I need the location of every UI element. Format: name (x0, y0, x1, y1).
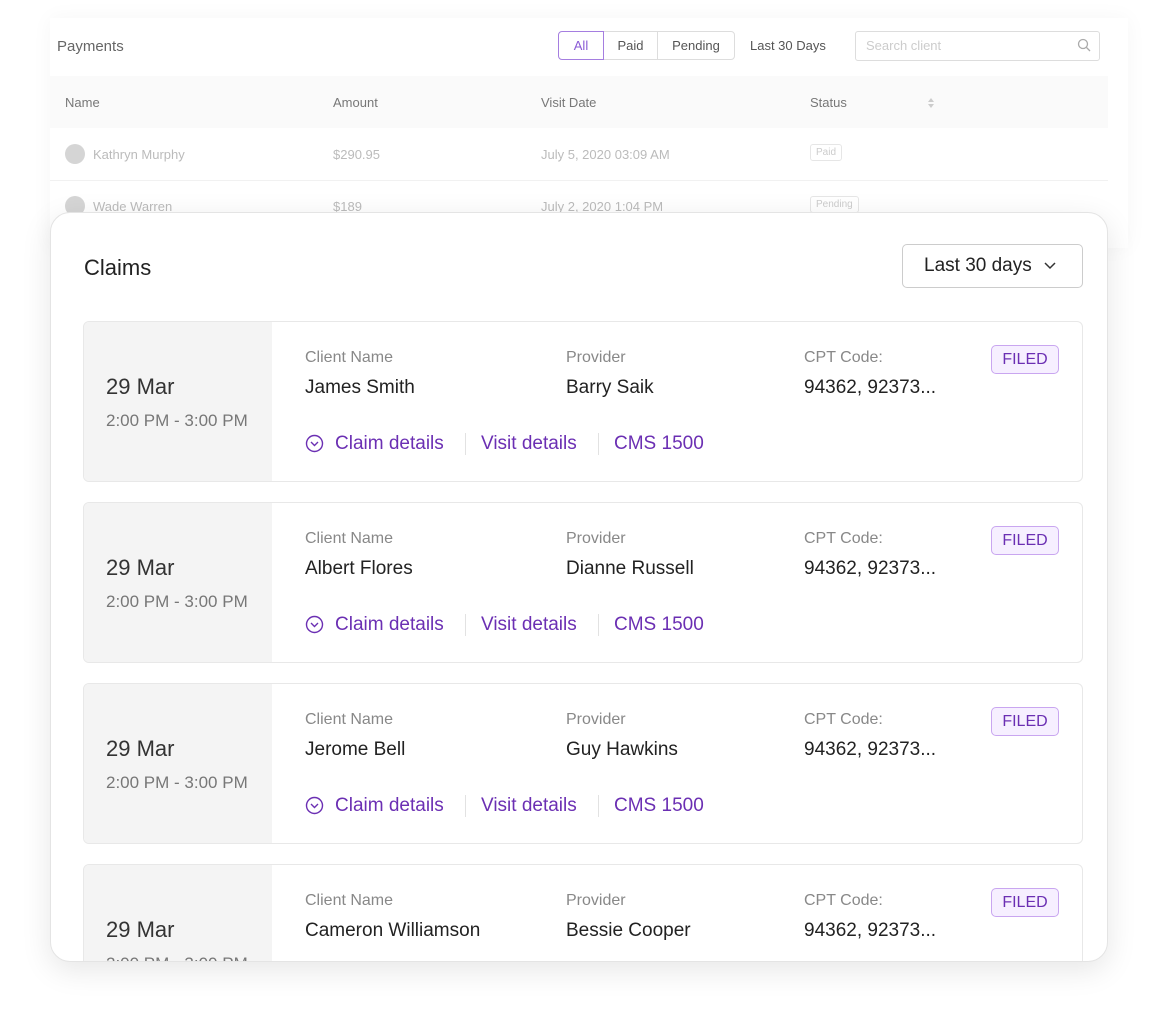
separator (598, 795, 599, 817)
cell: $290.95 (333, 147, 380, 162)
separator (465, 433, 466, 455)
separator (598, 614, 599, 636)
expand-icon (305, 434, 324, 458)
sort-icon (927, 96, 935, 114)
field-label: Client Name (305, 530, 394, 547)
status-pill: Paid (810, 144, 843, 161)
field-label: Provider (566, 349, 626, 366)
claim-date: 29 Mar (106, 736, 175, 761)
field-value: 94362, 92373... (804, 920, 937, 941)
cell: July 2, 2020 1:04 PM (541, 199, 664, 214)
field-value: 94362, 92373... (804, 377, 937, 398)
field-label: CPT Code: (804, 530, 883, 547)
separator (598, 433, 599, 455)
field-value: Dianne Russell (566, 558, 694, 579)
field-label: Provider (566, 530, 626, 547)
filter-tab[interactable]: Pending (657, 31, 735, 60)
payments-panel: Payments All Paid Pending Last 30 Days Searc… (50, 18, 1128, 248)
status-badge: FILED (991, 345, 1059, 374)
link[interactable]: Claim details (335, 795, 444, 816)
field-value: Bessie Cooper (566, 920, 691, 941)
field-label: Client Name (305, 892, 394, 909)
search-placeholder: Search client (866, 38, 942, 53)
separator (465, 795, 466, 817)
cell: July 5, 2020 03:09 AM (541, 147, 670, 162)
date-panel: 29 Mar 2:00 PM - 3:00 PM (84, 322, 272, 481)
field-value: Cameron Williamson (305, 920, 481, 941)
table-row: Kathryn Murphy $290.95 July 5, 2020 03:09 … (50, 128, 1108, 181)
field-value: Jerome Bell (305, 739, 406, 760)
field-value: James Smith (305, 377, 415, 398)
search-input[interactable] (855, 31, 1100, 61)
link[interactable]: Visit details (481, 614, 577, 635)
claims-title: Claims (84, 255, 152, 280)
link[interactable]: CMS 1500 (614, 433, 704, 454)
claim-card: 29 Mar 2:00 PM - 3:00 PM Client Name Camero… (83, 864, 1083, 961)
filter-tab[interactable]: All (558, 31, 604, 60)
field-value: Guy Hawkins (566, 739, 678, 760)
claim-time: 2:00 PM - 3:00 PM (106, 773, 248, 792)
status-badge: FILED (991, 526, 1059, 555)
filter-tab[interactable]: Paid (603, 31, 658, 60)
chevron (1044, 262, 1056, 270)
range-text: Last 30 days (924, 255, 1032, 276)
cell: Wade Warren (93, 199, 173, 214)
status-badge: FILED (991, 707, 1059, 736)
field-label: Client Name (305, 711, 394, 728)
claim-date: 29 Mar (106, 555, 175, 580)
claim-date: 29 Mar (106, 917, 175, 942)
claim-time: 2:00 PM - 3:00 PM (106, 411, 248, 430)
status-pill: Pending (810, 196, 859, 213)
field-value: Albert Flores (305, 558, 413, 579)
date-panel: 29 Mar 2:00 PM - 3:00 PM (84, 684, 272, 843)
claim-card: 29 Mar 2:00 PM - 3:00 PM Client Name James … (83, 321, 1083, 482)
link[interactable]: Visit details (481, 795, 577, 816)
claim-date: 29 Mar (106, 374, 175, 399)
range-dropdown[interactable]: Last 30 days (902, 244, 1083, 288)
link[interactable]: Visit details (481, 433, 577, 454)
separator (465, 614, 466, 636)
column-header: Visit Date (541, 95, 597, 110)
field-label: CPT Code: (804, 711, 883, 728)
claim-time: 2:00 PM - 3:00 PM (106, 592, 248, 611)
date-panel: 29 Mar 2:00 PM - 3:00 PM (84, 865, 272, 961)
field-label: CPT Code: (804, 349, 883, 366)
field-value: Barry Saik (566, 377, 654, 398)
cell: Kathryn Murphy (93, 147, 185, 162)
status-badge: FILED (991, 888, 1059, 917)
field-label: Provider (566, 892, 626, 909)
link[interactable]: CMS 1500 (614, 795, 704, 816)
range-filter[interactable]: Last 30 Days (750, 38, 826, 53)
field-label: CPT Code: (804, 892, 883, 909)
column-header: Amount (333, 95, 378, 110)
field-label: Provider (566, 711, 626, 728)
payments-title: Payments (57, 38, 124, 55)
avatar (65, 144, 85, 164)
avatar (65, 196, 85, 216)
field-value: 94362, 92373... (804, 739, 937, 760)
date-panel: 29 Mar 2:00 PM - 3:00 PM (84, 503, 272, 662)
column-header: Status (810, 95, 847, 110)
expand-icon (305, 796, 324, 820)
expand-icon (305, 615, 324, 639)
field-label: Client Name (305, 349, 394, 366)
field-value: 94362, 92373... (804, 558, 937, 579)
claims-panel: Claims Last 30 days 29 Mar 2:00 PM - 3:00… (50, 212, 1108, 962)
claim-card: 29 Mar 2:00 PM - 3:00 PM Client Name Albert… (83, 502, 1083, 663)
claim-time: 2:00 PM - 3:00 PM (106, 954, 248, 961)
column-header: Name (65, 95, 100, 110)
link[interactable]: CMS 1500 (614, 614, 704, 635)
cell: $189 (333, 199, 362, 214)
link[interactable]: Claim details (335, 433, 444, 454)
link[interactable]: Claim details (335, 614, 444, 635)
claim-card: 29 Mar 2:00 PM - 3:00 PM Client Name Jerome… (83, 683, 1083, 844)
search-icon (1077, 38, 1091, 57)
